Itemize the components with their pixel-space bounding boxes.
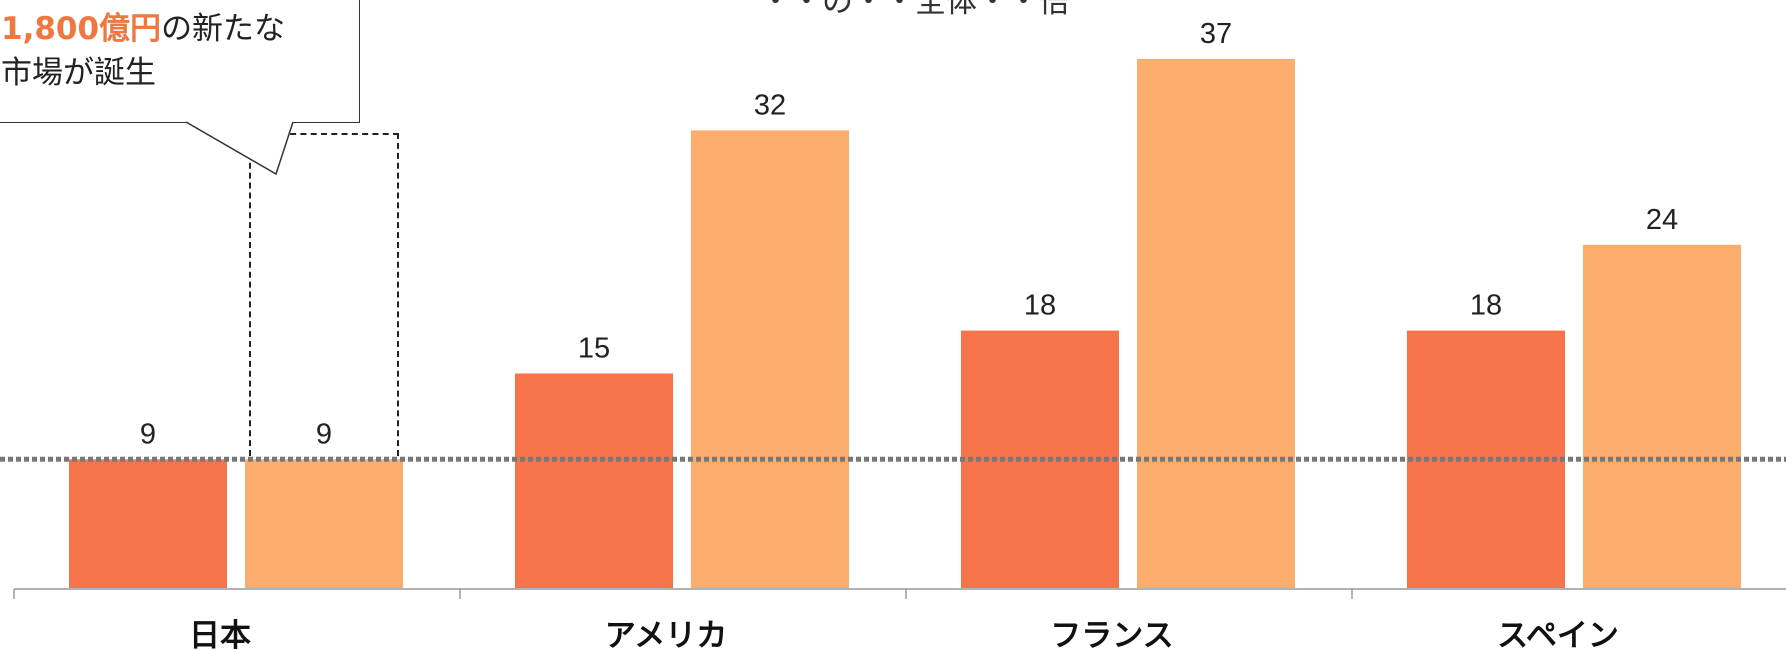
bar-3-1 xyxy=(1583,244,1741,589)
callout-text: の新たな xyxy=(161,11,286,47)
dashed-highlight-box xyxy=(249,133,399,456)
value-label-0-1: 9 xyxy=(316,418,332,450)
value-label-1-1: 32 xyxy=(754,89,786,121)
value-label-3-0: 18 xyxy=(1470,290,1502,322)
value-label-1-0: 15 xyxy=(578,333,610,365)
value-labels-layer: 9 9 15 32 18 37 18 24 xyxy=(140,18,1678,450)
value-label-2-0: 18 xyxy=(1024,290,1056,322)
callout-line-1: 1,800億円の新たな xyxy=(1,7,359,51)
x-axis xyxy=(13,588,1786,599)
bar-1-1 xyxy=(691,130,849,588)
category-label-3: スペイン xyxy=(1497,618,1619,650)
category-label-2: フランス xyxy=(1050,618,1173,650)
bar-0-0 xyxy=(69,459,227,588)
bar-0-1 xyxy=(245,459,403,588)
callout-line-2: 市場が誕生 xyxy=(1,55,156,91)
category-label-0: 日本 xyxy=(189,618,251,650)
bar-2-1 xyxy=(1137,58,1295,588)
value-label-3-1: 24 xyxy=(1646,204,1678,236)
category-labels-layer: 日本 アメリカ フランス スペイン xyxy=(189,618,1619,650)
value-label-0-0: 9 xyxy=(140,418,156,450)
callout-box: 1,800億円の新たな 市場が誕生 xyxy=(0,0,360,123)
callout-highlight: 1,800億円 xyxy=(1,11,162,47)
bar-3-0 xyxy=(1407,330,1565,588)
callout-tail xyxy=(185,121,294,176)
chart-title-partial: ・・の・・全体・・倍 xyxy=(760,0,1070,20)
bar-1-0 xyxy=(515,373,673,588)
category-label-1: アメリカ xyxy=(605,618,727,650)
value-label-2-1: 37 xyxy=(1200,18,1232,50)
